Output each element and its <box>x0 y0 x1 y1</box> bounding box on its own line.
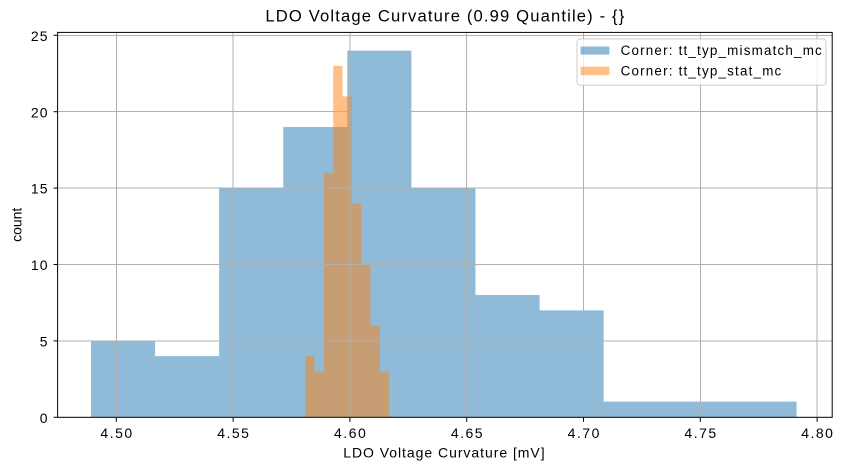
svg-text:4.65: 4.65 <box>451 425 484 441</box>
svg-text:Corner: tt_typ_mismatch_mc: Corner: tt_typ_mismatch_mc <box>621 43 823 58</box>
svg-text:4.80: 4.80 <box>801 425 834 441</box>
svg-text:4.70: 4.70 <box>568 425 601 441</box>
svg-text:15: 15 <box>31 181 49 197</box>
svg-text:LDO Voltage Curvature (0.99 Qu: LDO Voltage Curvature (0.99 Quantile) - … <box>265 7 625 26</box>
svg-text:Corner: tt_typ_stat_mc: Corner: tt_typ_stat_mc <box>621 63 783 78</box>
svg-text:4.75: 4.75 <box>684 425 717 441</box>
svg-text:LDO Voltage Curvature [mV]: LDO Voltage Curvature [mV] <box>343 444 545 460</box>
svg-text:10: 10 <box>31 257 49 273</box>
svg-text:0: 0 <box>40 410 49 426</box>
svg-text:4.55: 4.55 <box>217 425 250 441</box>
svg-text:4.60: 4.60 <box>334 425 367 441</box>
svg-text:5: 5 <box>40 334 49 350</box>
svg-text:4.50: 4.50 <box>100 425 133 441</box>
svg-text:count: count <box>9 208 25 242</box>
svg-text:20: 20 <box>31 104 49 120</box>
svg-text:25: 25 <box>31 28 49 44</box>
